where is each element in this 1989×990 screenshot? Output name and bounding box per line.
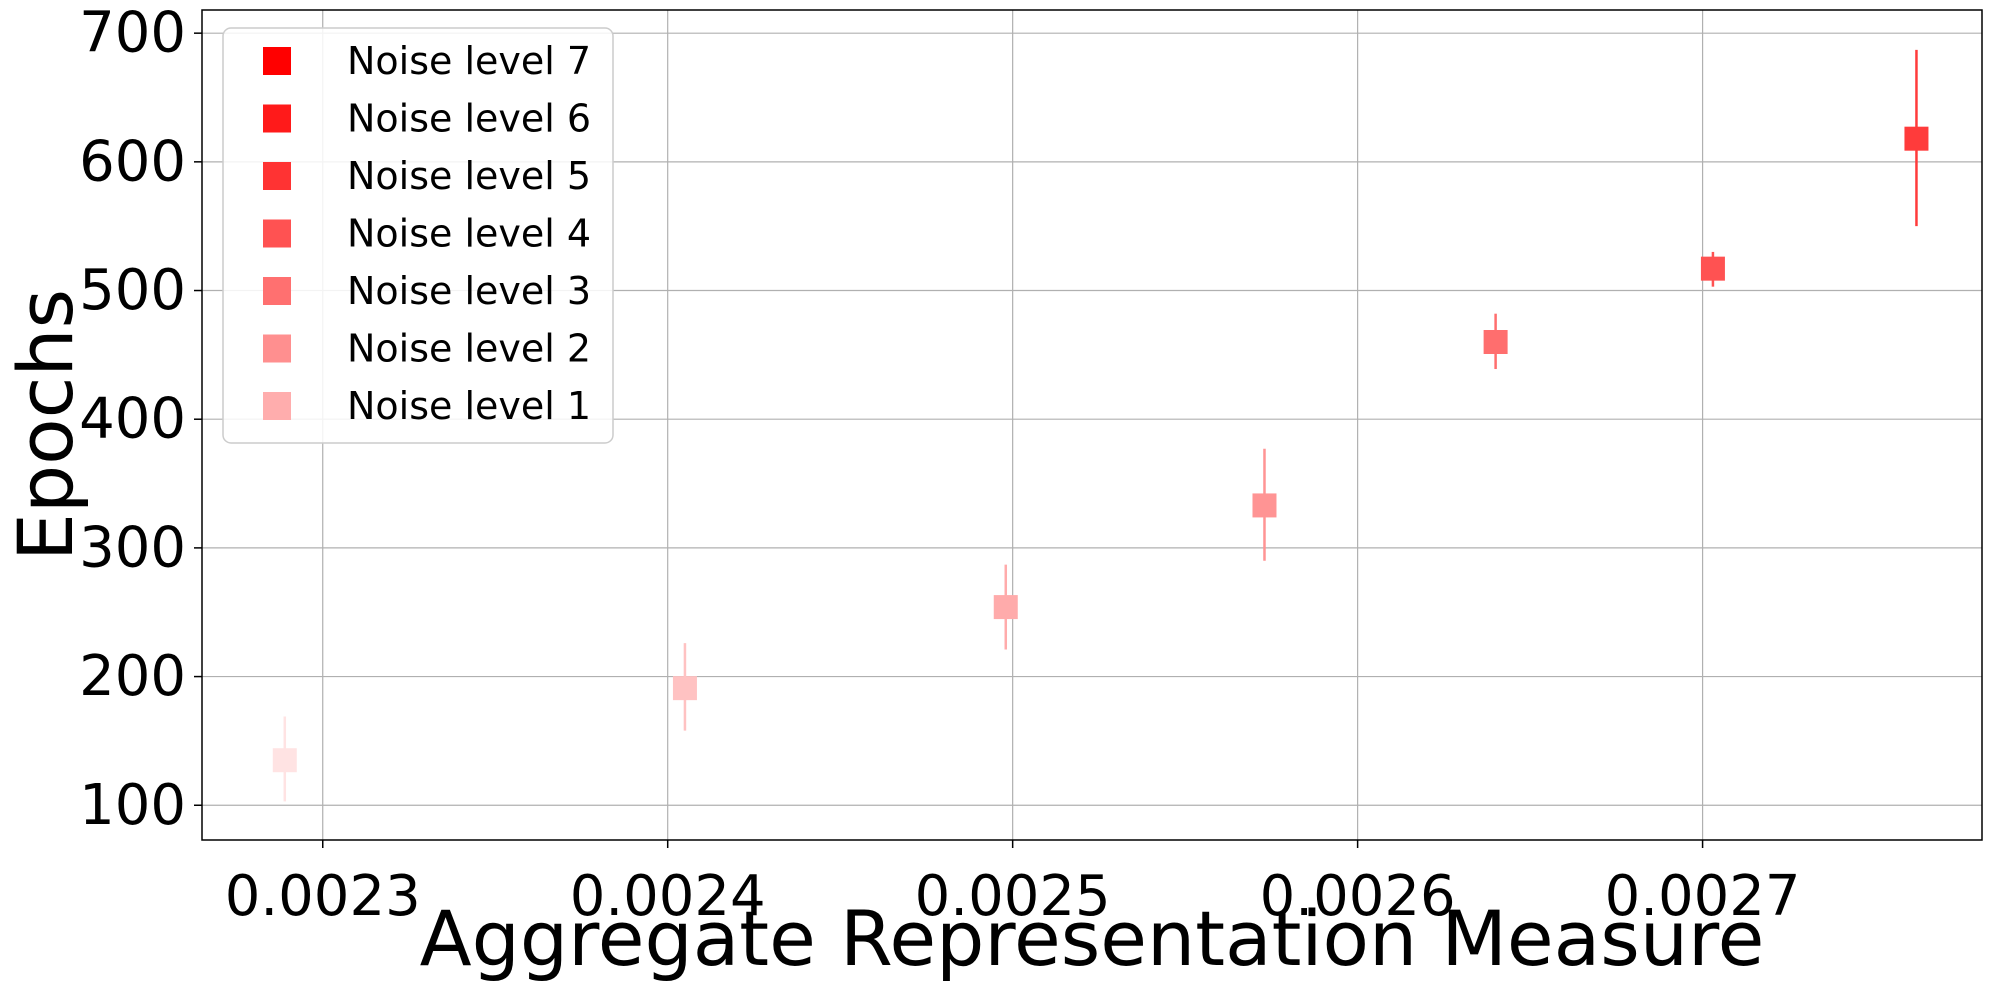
data-point-3	[993, 595, 1018, 620]
y-tick-label: 100	[79, 773, 186, 838]
legend-label: Noise level 1	[347, 384, 591, 428]
legend: Noise level 7 Noise level 6 Noise level 5 N…	[222, 27, 614, 444]
legend-swatch	[263, 219, 291, 248]
x-axis-label: Aggregate Representation Measure	[420, 894, 1765, 983]
x-tick-label: 0.0024	[570, 864, 766, 929]
data-points	[272, 49, 1929, 802]
data-point-2	[672, 676, 697, 701]
y-axis-ticks: 100 200 300 400 500 600 700	[79, 1, 202, 838]
legend-box	[222, 27, 614, 444]
data-point-5	[1483, 330, 1508, 354]
y-tick-label: 200	[79, 644, 186, 709]
x-tick-label: 0.0023	[225, 864, 421, 929]
x-axis-ticks: 0.0023 0.0024 0.0025 0.0026 0.0027	[225, 840, 1801, 929]
y-tick-label: 500	[79, 258, 186, 323]
legend-swatch	[263, 104, 291, 133]
data-point-1	[272, 748, 297, 773]
legend-label: Noise level 3	[347, 269, 591, 313]
legend-swatch	[263, 162, 291, 190]
y-axis-label: Epochs	[1, 289, 90, 561]
data-point-6	[1700, 256, 1725, 281]
x-tick-label: 0.0025	[915, 864, 1111, 929]
y-tick-label: 400	[79, 387, 186, 452]
legend-label: Noise level 6	[347, 97, 591, 141]
legend-swatch	[263, 392, 291, 420]
plot-frame	[201, 9, 1983, 841]
y-tick-label: 300	[79, 515, 186, 580]
legend-swatch	[263, 277, 291, 305]
x-tick-label: 0.0026	[1260, 864, 1456, 929]
y-tick-label: 700	[79, 1, 186, 66]
data-point-7	[1904, 126, 1929, 151]
legend-label: Noise level 7	[347, 39, 591, 83]
legend-label: Noise level 2	[347, 327, 591, 371]
legend-swatch	[263, 334, 291, 363]
x-tick-label: 0.0027	[1605, 864, 1801, 929]
legend-swatch	[263, 47, 291, 75]
y-tick-label: 600	[79, 129, 186, 194]
legend-label: Noise level 5	[347, 154, 591, 198]
data-point-4	[1252, 493, 1277, 518]
legend-label: Noise level 4	[347, 212, 591, 256]
